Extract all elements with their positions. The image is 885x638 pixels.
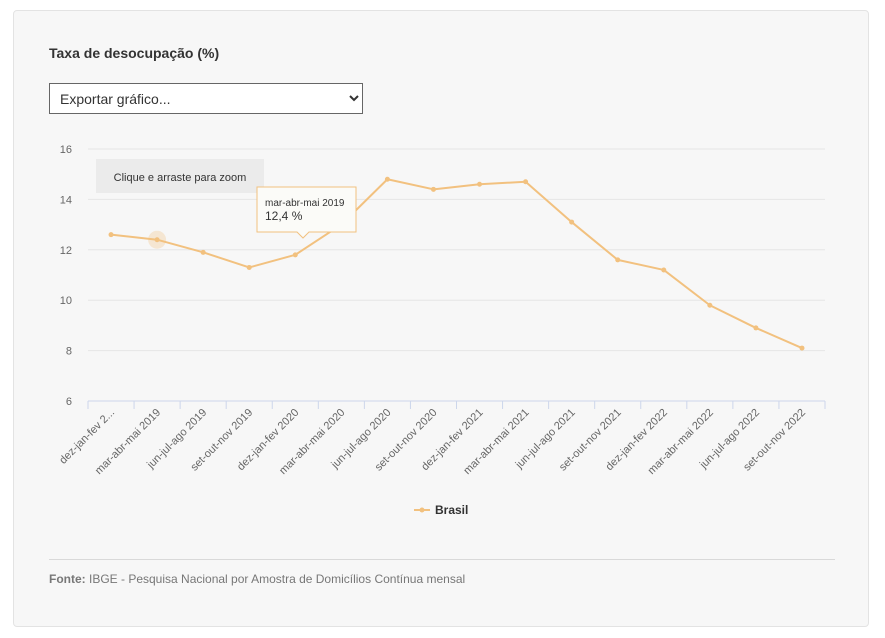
chart-title: Taxa de desocupação (%) — [49, 45, 220, 61]
footer-divider — [49, 559, 835, 560]
series-line[interactable] — [110, 178, 803, 349]
y-tick-label: 16 — [60, 144, 72, 156]
data-point[interactable] — [477, 181, 483, 187]
data-point[interactable] — [661, 267, 667, 273]
x-axis — [87, 400, 826, 409]
zoom-hint: Clique e arraste para zoom — [96, 159, 264, 193]
y-axis-ticks: 6 8 10 12 14 16 — [60, 144, 72, 408]
data-point[interactable] — [154, 237, 160, 243]
zoom-hint-text: Clique e arraste para zoom — [114, 172, 247, 184]
tooltip-value: 12,4 % — [265, 209, 303, 223]
data-point[interactable] — [108, 232, 114, 238]
legend[interactable]: Brasil — [414, 503, 468, 517]
data-point[interactable] — [292, 252, 298, 258]
source-label: Fonte: — [49, 572, 86, 586]
legend-item-brasil: Brasil — [435, 503, 468, 517]
y-tick-label: 14 — [60, 194, 72, 206]
chart-source: Fonte: IBGE - Pesquisa Nacional por Amos… — [49, 572, 465, 586]
data-point[interactable] — [384, 176, 390, 182]
data-point[interactable] — [615, 257, 621, 263]
grid-lines — [88, 148, 825, 352]
y-tick-label: 12 — [60, 245, 72, 257]
data-point[interactable] — [707, 302, 713, 308]
legend-marker-icon — [419, 507, 425, 513]
y-tick-label: 6 — [66, 396, 72, 408]
tooltip-box — [256, 186, 357, 239]
y-tick-label: 8 — [66, 346, 72, 358]
export-chart-select[interactable]: Exportar gráfico... — [49, 83, 363, 114]
line-chart[interactable]: 6 8 10 12 14 16 dez-jan-fev 2...mar-abr-mai 2… — [14, 11, 870, 551]
source-text: IBGE - Pesquisa Nacional por Amostra de … — [85, 572, 466, 586]
series-brasil[interactable] — [108, 176, 805, 351]
data-point[interactable] — [430, 186, 436, 192]
x-axis-ticks: dez-jan-fev 2...mar-abr-mai 2019jun-jul-… — [57, 407, 808, 477]
data-point[interactable] — [246, 264, 252, 270]
data-point[interactable] — [523, 179, 529, 185]
tooltip: mar-abr-mai 2019 12,4 % — [256, 186, 357, 239]
data-point[interactable] — [569, 219, 575, 225]
y-tick-label: 10 — [60, 295, 72, 307]
data-point[interactable] — [799, 345, 805, 351]
tooltip-category: mar-abr-mai 2019 — [265, 198, 345, 209]
chart-card: Taxa de desocupação (%) Exportar gráfico… — [13, 10, 869, 627]
data-point[interactable] — [753, 325, 759, 331]
data-point[interactable] — [200, 249, 206, 255]
